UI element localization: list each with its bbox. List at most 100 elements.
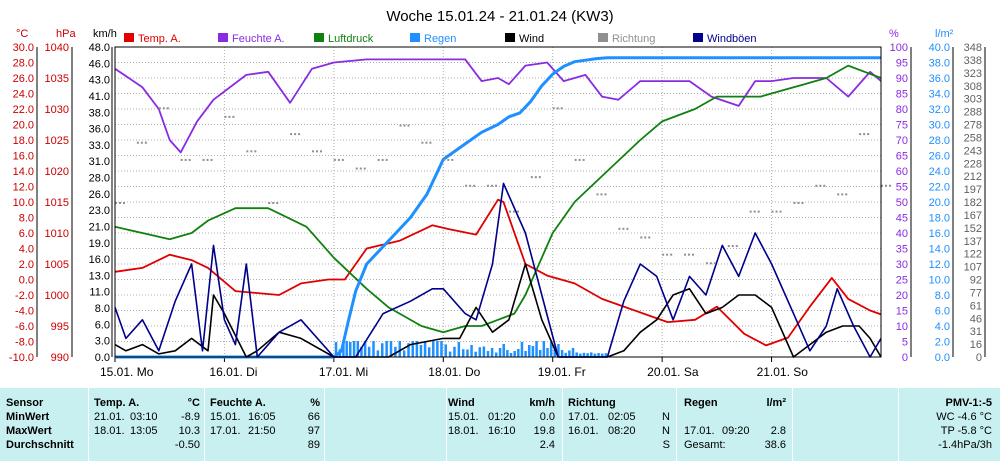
direction-point <box>162 107 165 110</box>
y-tick-label: 60 <box>896 166 908 178</box>
direction-point <box>115 202 117 204</box>
direction-point <box>268 202 271 204</box>
series-direction-dots <box>115 107 891 265</box>
direction-point <box>626 227 629 230</box>
y-tick-label: 23.0 <box>89 205 110 217</box>
direction-point <box>359 167 362 170</box>
weather-chart: Woche 15.01.24 - 21.01.24 (KW3) 30.0 28.0… <box>8 8 986 379</box>
legend-swatch <box>124 33 134 42</box>
y-tick-label: 0.0 <box>935 352 950 364</box>
temp-date: 18.01. <box>94 425 125 437</box>
y-tick-label: 100 <box>890 42 908 54</box>
x-tick-label: 17.01. Mi <box>319 365 368 379</box>
rain-bar <box>546 348 549 357</box>
y-tick-label: 122 <box>964 249 982 261</box>
rain-bar <box>486 351 490 357</box>
rain-bar <box>402 350 406 357</box>
direction-time: 08:20 <box>608 425 636 437</box>
y-tick-label: 6.0 <box>19 228 34 240</box>
header-direction: Richtung <box>568 397 616 409</box>
rain-bar <box>348 342 352 357</box>
direction-point <box>465 184 468 187</box>
direction-point <box>123 202 125 204</box>
series-line-temp-a <box>114 198 882 347</box>
direction-point <box>801 202 804 204</box>
y-tick-label: 16 <box>970 339 982 351</box>
y-tick-label: 18.0 <box>13 135 34 147</box>
y-tick-label: 2.0 <box>935 337 950 349</box>
rain-bar <box>531 346 535 357</box>
direction-point <box>815 184 818 187</box>
table-column-separator <box>88 388 89 461</box>
axis-unit-label: hPa <box>56 28 76 40</box>
direction-point <box>298 133 301 136</box>
direction-point <box>644 236 647 239</box>
rain-bar <box>436 341 439 357</box>
y-tick-label: 0 <box>976 352 982 364</box>
direction-point <box>294 133 297 136</box>
rain-bar <box>461 349 465 357</box>
axis-direction_deg: 3483383233083032882782582432282121971821… <box>964 42 982 364</box>
y-tick-label: 182 <box>964 197 982 209</box>
direction-point <box>355 167 358 170</box>
rain-bar <box>385 341 388 357</box>
y-tick-label: 48.0 <box>89 42 110 54</box>
axis-unit-label: °C <box>16 28 28 40</box>
direction-point <box>867 133 870 136</box>
y-tick-label: 31 <box>970 326 982 338</box>
wind-time: 16:10 <box>488 425 516 437</box>
rain-bar <box>509 353 513 357</box>
direction-point <box>771 210 774 213</box>
table-column-separator <box>446 388 447 461</box>
rain-bar <box>478 347 482 357</box>
legend-label: Regen <box>424 33 456 45</box>
direction-point <box>859 133 862 136</box>
series-line-luftdruck <box>114 64 882 334</box>
y-tick-label: 26.0 <box>929 151 950 163</box>
y-tick-label: 32.0 <box>929 104 950 116</box>
direction-point <box>333 158 336 161</box>
rain-bar <box>571 348 575 357</box>
direction-point <box>863 133 866 136</box>
axis-wind_kmh: 48.0 46.0 43.0 41.0 38.0 36.0 33.0 31.0 28.0 26.0… <box>89 28 117 364</box>
y-tick-label: 55 <box>896 182 908 194</box>
rain-bar <box>600 353 604 357</box>
header-wind: Wind <box>448 397 475 409</box>
rain-bar <box>490 348 494 357</box>
y-tick-label: 40 <box>896 228 908 240</box>
series-line-feuchte-a <box>114 58 882 154</box>
direction-point <box>399 124 402 127</box>
y-tick-label: 243 <box>964 145 982 157</box>
direction-point <box>341 158 344 161</box>
y-tick-label: 16.0 <box>89 254 110 266</box>
y-tick-label: 3.0 <box>95 336 110 348</box>
humidity-time: 16:05 <box>248 411 276 423</box>
y-tick-label: 80 <box>896 104 908 116</box>
direction-point <box>735 245 738 248</box>
y-tick-label: 25 <box>896 275 908 287</box>
legend-item: Wind <box>505 33 544 45</box>
direction-point <box>319 150 322 153</box>
rain-bar <box>411 341 415 357</box>
rain-bar <box>513 351 516 357</box>
temp-value: -8.9 <box>181 411 200 423</box>
wind-date: 18.01. <box>448 425 479 437</box>
legend-swatch <box>218 33 228 42</box>
header-humidity-unit: % <box>310 397 320 409</box>
direction-point <box>705 262 708 265</box>
direction-point <box>574 158 577 161</box>
direction-point <box>381 158 384 161</box>
direction-point <box>845 193 848 196</box>
y-tick-label: 95 <box>896 58 908 70</box>
y-tick-label: 6.0 <box>935 306 950 318</box>
wind-value: 0.0 <box>539 411 555 423</box>
axes: 30.0 28.0 26.0 24.0 22.0 20.0 18.0 16.0 14.0 12.0… <box>9 28 986 364</box>
rain-bar <box>419 345 423 357</box>
humidity-value: 97 <box>307 425 320 437</box>
y-tick-label: 20.0 <box>13 120 34 132</box>
axis-unit-label: km/h <box>93 28 117 40</box>
rain-bar <box>466 349 469 357</box>
axis-pressure_hpa: 1040 1035 1030 1025 1020 1015 1010 1005 1000 995 9… <box>45 28 77 364</box>
rain-bar <box>363 341 367 357</box>
rain-bar <box>381 343 384 357</box>
